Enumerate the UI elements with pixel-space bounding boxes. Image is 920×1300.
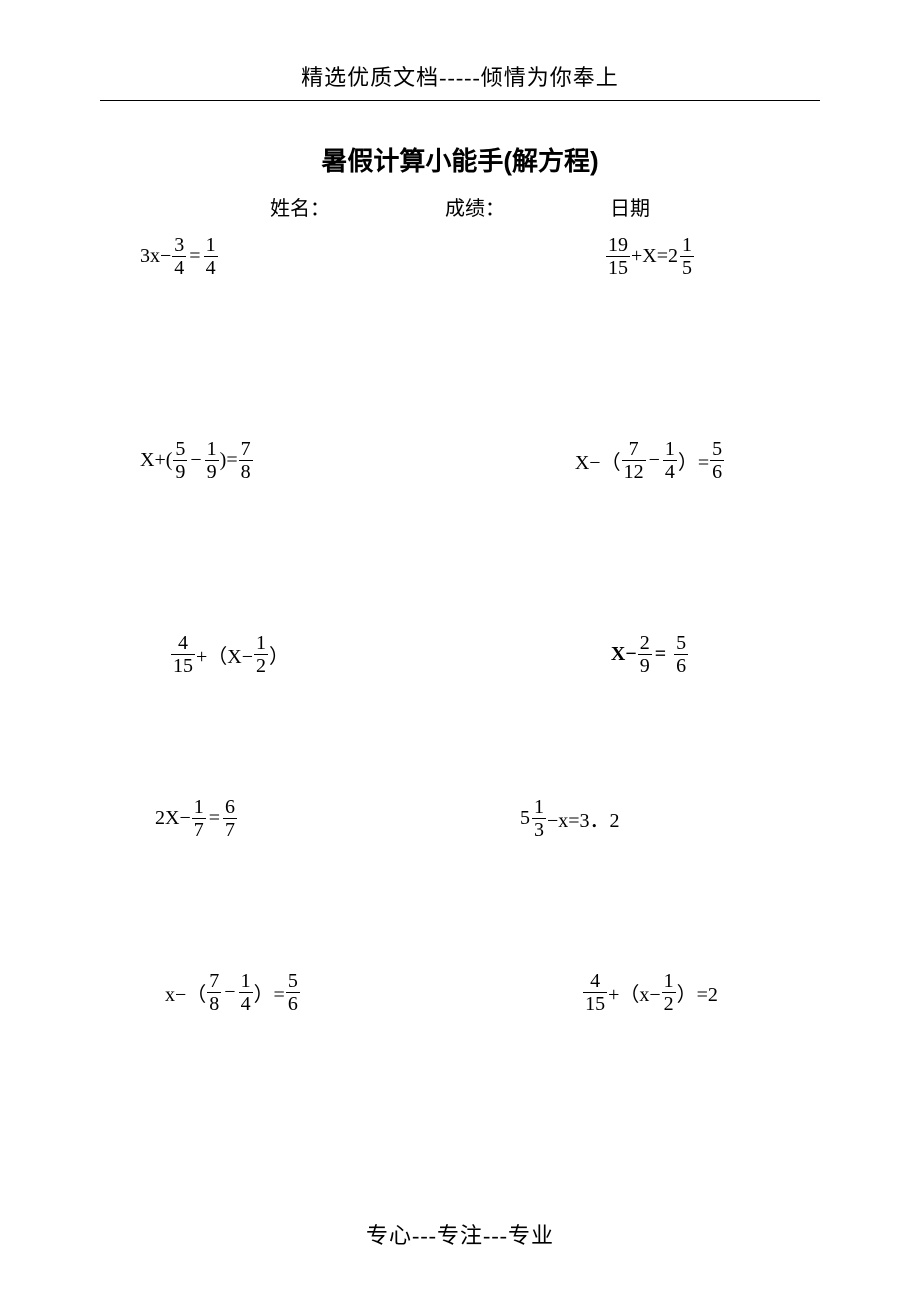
fraction: 1915 — [606, 235, 630, 278]
problem-2a: X+( 59 − 19 )= 78 — [100, 433, 460, 487]
label-name: 姓名： — [270, 192, 440, 221]
fraction: 12 — [662, 971, 676, 1014]
expr-text: +（X− — [196, 640, 253, 669]
expr-text: 5 — [520, 807, 530, 830]
expr-text: ）=2 — [677, 978, 718, 1007]
fraction: 14 — [204, 235, 218, 278]
fraction: 29 — [638, 633, 652, 676]
expr-text: x−（ — [165, 978, 206, 1007]
fraction: 415 — [171, 633, 195, 676]
fraction: 12 — [254, 633, 268, 676]
expr-text: X− — [611, 643, 637, 666]
expr-text: X+( — [140, 449, 172, 472]
problem-5a: x−（ 78 − 14 ）= 56 — [100, 965, 460, 1019]
fraction: 78 — [207, 971, 221, 1014]
expr-text: 2X− — [155, 807, 191, 830]
fraction: 415 — [583, 971, 607, 1014]
label-date: 日期 — [610, 192, 650, 221]
expr-text: +X= — [631, 245, 668, 268]
expr-text: ）= — [254, 978, 285, 1007]
problem-1b: 1915 +X= 2 15 — [460, 229, 820, 283]
expr-text: −x=3．2 — [547, 804, 620, 833]
problem-3b: X− 29 = 56 — [460, 627, 820, 681]
expr-text: − — [224, 981, 235, 1004]
fraction: 67 — [223, 797, 237, 840]
page: 精选优质文档-----倾情为你奉上 暑假计算小能手(解方程) 姓名： 成绩： 日… — [0, 0, 920, 1119]
problem-row: 415 +（X− 12 ） X− 29 = 56 — [100, 627, 820, 681]
fraction: 56 — [710, 439, 724, 482]
fraction: 712 — [622, 439, 646, 482]
expr-text: X−（ — [575, 446, 621, 475]
fraction: 78 — [239, 439, 253, 482]
problem-row: 2X− 17 = 67 5 13 −x=3．2 — [100, 791, 820, 845]
problem-row: X+( 59 − 19 )= 78 X−（ 712 − 14 ）= 56 — [100, 433, 820, 487]
problem-row: x−（ 78 − 14 ）= 56 415 +（x− 12 ）=2 — [100, 965, 820, 1019]
expr-text: − — [190, 449, 201, 472]
fraction: 14 — [663, 439, 677, 482]
expr-text: = — [189, 245, 200, 268]
expr-text: − — [649, 449, 660, 472]
problem-2b: X−（ 712 − 14 ）= 56 — [460, 433, 820, 487]
expr-text: 3x− — [140, 245, 171, 268]
problem-3a: 415 +（X− 12 ） — [100, 627, 460, 681]
expr-text: = — [209, 807, 220, 830]
problem-1a: 3x− 34 = 14 — [100, 229, 460, 283]
problem-4b: 5 13 −x=3．2 — [460, 791, 820, 845]
fraction: 59 — [173, 439, 187, 482]
header-text: 精选优质文档-----倾情为你奉上 — [100, 60, 820, 101]
fraction: 19 — [205, 439, 219, 482]
fraction: 14 — [239, 971, 253, 1014]
expr-text: )= — [220, 449, 238, 472]
fraction: 17 — [192, 797, 206, 840]
expr-text: ）= — [678, 446, 709, 475]
label-score: 成绩： — [445, 192, 605, 221]
fraction: 15 — [680, 235, 694, 278]
fraction: 13 — [532, 797, 546, 840]
problems: 3x− 34 = 14 1915 +X= 2 15 X+( — [100, 229, 820, 1019]
problem-5b: 415 +（x− 12 ）=2 — [460, 965, 820, 1019]
problem-4a: 2X− 17 = 67 — [100, 791, 460, 845]
expr-text: = — [655, 643, 666, 666]
problem-row: 3x− 34 = 14 1915 +X= 2 15 — [100, 229, 820, 283]
fraction: 34 — [172, 235, 186, 278]
footer-text: 专心---专注---专业 — [0, 1218, 920, 1250]
expr-text: 2 — [668, 245, 678, 268]
info-row: 姓名： 成绩： 日期 — [100, 192, 820, 221]
fraction: 56 — [674, 633, 688, 676]
expr-text: ） — [269, 640, 289, 669]
expr-text: +（x− — [608, 978, 661, 1007]
page-title: 暑假计算小能手(解方程) — [100, 141, 820, 178]
fraction: 56 — [286, 971, 300, 1014]
